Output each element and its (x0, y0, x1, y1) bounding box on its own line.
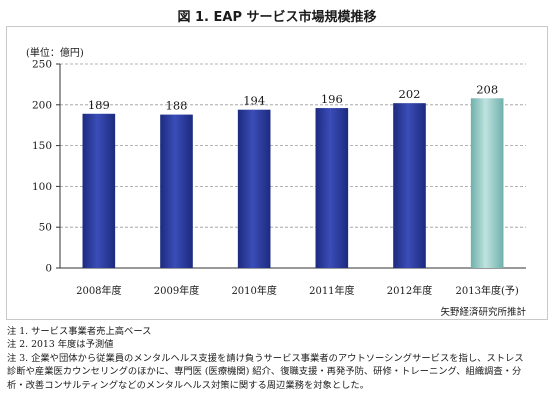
data-label: 194 (243, 94, 265, 108)
x-tick-label: 2011年度 (309, 284, 354, 297)
notes: 注 1. サービス事業者売上高ベース 注 2. 2013 年度は予測値 注 3.… (7, 325, 551, 392)
note-line: 注 3. 企業や団体から従業員のメンタルヘルス支援を請け負うサービス事業者のアウ… (7, 352, 524, 364)
chart-title: 図 1. EAP サービス市場規模推移 (177, 10, 377, 25)
x-tick-label: 2008年度 (76, 284, 121, 297)
y-tick-label: 250 (32, 59, 52, 71)
x-tick-label: 2009年度 (154, 284, 199, 297)
y-tick-label: 50 (39, 222, 52, 234)
note-line: 診断や産業医カウンセリングのほかに、専門医 (医療機関) 紹介、復職支援・再発予… (7, 366, 522, 378)
bar-forecast (470, 98, 504, 268)
data-label: 196 (321, 92, 343, 106)
data-label: 208 (476, 82, 498, 96)
y-tick-label: 0 (45, 263, 52, 275)
note-line: 注 1. サービス事業者売上高ベース (7, 326, 152, 337)
unit-label: (単位：億円) (26, 48, 84, 59)
bar (160, 114, 193, 268)
bar (237, 109, 271, 268)
note-line: 注 2. 2013 年度は予測値 (7, 339, 114, 351)
data-label: 189 (88, 98, 110, 112)
x-tick-label: 2012年度 (387, 284, 432, 297)
note-line: 析・改善コンサルティングなどのメンタルヘルス対策に関する周辺業務を対象とした。 (7, 379, 370, 391)
y-tick-label: 100 (32, 181, 52, 193)
data-label: 202 (399, 87, 421, 101)
source-label: 矢野経済研究所推計 (440, 307, 526, 318)
y-tick-label: 200 (32, 99, 52, 111)
bar (315, 108, 349, 269)
bar (393, 103, 426, 268)
y-tick-label: 150 (32, 140, 52, 152)
data-label: 188 (166, 99, 188, 113)
bar (82, 113, 116, 268)
x-tick-label: 2010年度 (231, 284, 276, 297)
x-tick-label: 2013年度(予) (456, 284, 519, 297)
